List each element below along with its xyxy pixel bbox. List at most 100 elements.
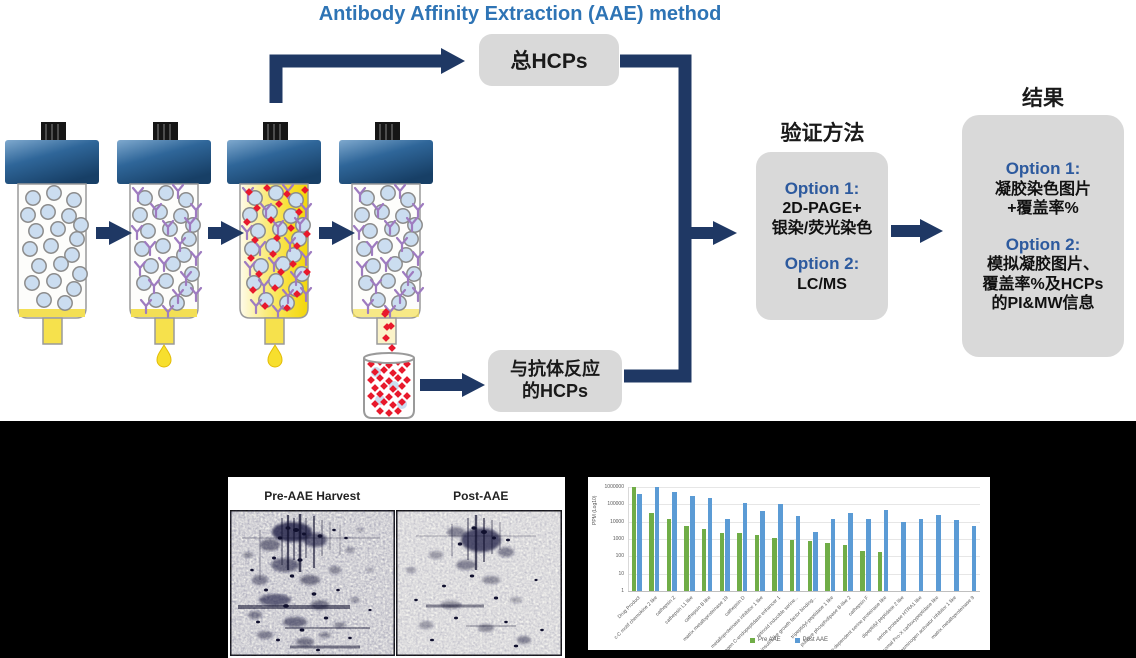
y-tick-label: 10000 [610, 518, 624, 525]
legend-item: Pre AAE [749, 637, 781, 643]
legend-item: Post AAE [794, 637, 829, 643]
bar-pre-aae [737, 533, 742, 591]
legend-label: Post AAE [802, 637, 829, 643]
bar-pre-aae [842, 544, 848, 591]
y-tick-label: 1000000 [604, 484, 624, 490]
bar-post-aae [672, 491, 677, 591]
chart-legend: Pre AAE Post AAE [588, 637, 990, 643]
gel-right-label: Post-AAE [453, 489, 509, 503]
bar-post-aae [707, 498, 713, 591]
bar-post-aae [725, 518, 730, 591]
gel-image-pre-aae [230, 510, 395, 656]
validation-option1-title: Option 1: [784, 178, 860, 198]
results-option2-line2: 覆盖率%及HCPs [982, 275, 1104, 293]
bar-post-aae [760, 511, 765, 591]
gridline [628, 539, 980, 540]
gel-left-label: Pre-AAE Harvest [264, 489, 361, 503]
reacted-hcps-box: 与抗体反应 的HCPs [488, 350, 622, 412]
bar-post-aae [883, 509, 889, 591]
bar-pre-aae [701, 528, 707, 591]
bar-pre-aae [807, 541, 813, 591]
total-hcps-box: 总HCPs [479, 34, 619, 86]
chromatography-column-3 [227, 122, 321, 345]
bar-post-aae [813, 531, 818, 591]
validation-option2-line1: LC/MS [797, 275, 847, 293]
bar-post-aae [953, 519, 959, 591]
results-option1-line1: 凝胶染色图片 [994, 180, 1091, 198]
gridline [628, 573, 980, 575]
total-hcps-label: 总HCPs [510, 50, 588, 73]
plot-area: 1 10 100 1000 10000 100000 1000000 Drug Product… [605, 484, 980, 650]
gel-image-post-aae [396, 510, 562, 656]
column-outlet [264, 317, 285, 345]
bar-post-aae [654, 487, 660, 591]
collection-beaker-icon [363, 352, 415, 419]
eluate-drop-icon [156, 343, 283, 368]
results-box: Option 1: 凝胶染色图片 +覆盖率% Option 2: 模拟凝胶图片、… [962, 115, 1124, 357]
bar-post-aae [795, 515, 801, 591]
bar-post-aae [689, 496, 695, 591]
results-option2-title: Option 2: [1005, 234, 1081, 254]
bar-post-aae [901, 522, 906, 591]
flow-arrow-icon [96, 48, 943, 397]
chromatography-column-1 [5, 122, 99, 345]
gel-labels-row: Pre-AAE Harvest Post-AAE [228, 477, 565, 510]
validation-heading: 验证方法 [780, 122, 865, 145]
bar-pre-aae [754, 535, 760, 591]
bar-pre-aae [877, 551, 883, 591]
gel-spots [250, 526, 372, 652]
bar-pre-aae [789, 539, 795, 591]
bar-post-aae [865, 518, 871, 591]
bar-pre-aae [666, 519, 672, 591]
gel-streaks [238, 514, 380, 649]
gridline [628, 504, 980, 506]
gridline [628, 487, 980, 488]
bar-post-aae [777, 503, 783, 591]
legend-label: Pre AAE [757, 637, 781, 643]
bar-pre-aae [825, 542, 830, 591]
legend-swatch [794, 637, 800, 643]
column-outlet [42, 317, 63, 345]
y-tick-label: 100000 [607, 501, 624, 508]
legend-swatch [749, 637, 755, 643]
bar-pre-aae [684, 526, 689, 591]
reacted-hcps-line2: 的HCPs [521, 381, 588, 401]
y-tick-label: 1 [621, 588, 624, 594]
bar-post-aae [848, 512, 853, 591]
y-tick-label: 10 [618, 570, 624, 577]
y-tick-label: 100 [615, 553, 624, 560]
reacted-hcps-line1: 与抗体反应 [510, 359, 600, 380]
bar-post-aae [971, 525, 977, 591]
hcp-diamond-icon [381, 310, 396, 352]
results-option2-line1: 模拟凝胶图片、 [986, 255, 1099, 273]
validation-option1-line1: 2D-PAGE+ [782, 200, 862, 218]
results-option1-title: Option 1: [1005, 159, 1081, 179]
validation-option2-title: Option 2: [784, 254, 860, 274]
results-option1-line2: +覆盖率% [1007, 200, 1079, 218]
bar-post-aae [637, 493, 642, 591]
gridline [628, 521, 980, 523]
chromatography-column-2 [117, 122, 211, 345]
bar-post-aae [830, 518, 836, 591]
page-title: Antibody Affinity Extraction (AAE) metho… [318, 3, 722, 25]
bar-pre-aae [719, 533, 725, 591]
validation-option1-line2: 银染/荧光染色 [771, 219, 873, 237]
bar-pre-aae [772, 537, 777, 591]
bar-pre-aae [860, 551, 865, 591]
flow-arrows-overlay [96, 48, 943, 397]
results-heading: 结果 [1022, 87, 1064, 110]
hcp-abundance-chart: PPM (Log10) 1 10 100 1000 10000 100000 1000000… [588, 477, 990, 650]
gel-streaks [416, 515, 536, 627]
y-axis-line [628, 487, 629, 591]
bar-post-aae [936, 514, 941, 591]
bar-pre-aae [631, 487, 637, 591]
results-option2-line3: 的PI&MW信息 [991, 295, 1095, 313]
gel-spots [414, 526, 544, 648]
gel-comparison-panel: Pre-AAE Harvest Post-AAE [228, 477, 565, 658]
bar-pre-aae [649, 513, 654, 591]
aae-diagram-panel: Antibody Affinity Extraction (AAE) metho… [0, 0, 1136, 421]
column-outlet [154, 317, 175, 345]
y-tick-label: 1000 [612, 536, 624, 542]
validation-box: Option 1: 2D-PAGE+ 银染/荧光染色 Option 2: LC/… [756, 152, 888, 320]
